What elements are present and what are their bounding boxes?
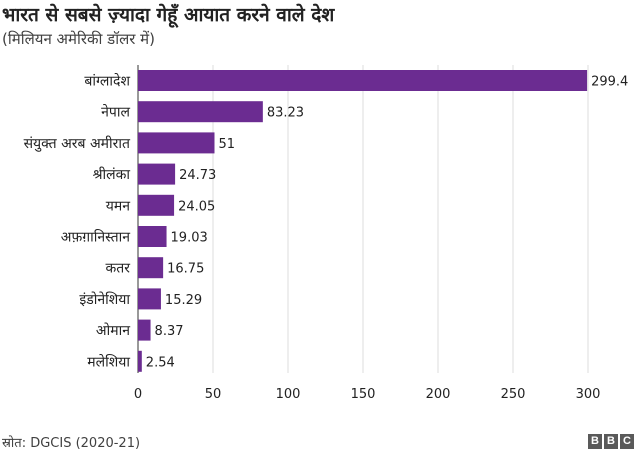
source-note: स्रोत: DGCIS (2020-21) (2, 436, 141, 451)
logo-letter: B (588, 434, 602, 449)
value-label: 83.23 (267, 106, 304, 121)
value-label: 15.29 (165, 293, 202, 308)
value-label: 24.73 (179, 168, 216, 183)
bar (138, 101, 263, 123)
bar-chart: 0 50 100 150 200 250 300 बांग्लादेश 299.4 नेपाल 83… (24, 65, 629, 403)
bar (138, 132, 215, 154)
value-label: 16.75 (167, 262, 204, 277)
category-label: कतर (106, 261, 131, 277)
bar (138, 288, 161, 310)
x-tick-label: 250 (501, 387, 526, 402)
x-tick-label: 300 (576, 387, 601, 402)
chart-subtitle: (मिलियन अमेरिकी डॉलर में) (2, 30, 155, 48)
x-tick-label: 200 (426, 387, 451, 402)
bar (138, 350, 142, 372)
labels: 0 50 100 150 200 250 300 बांग्लादेश 299.4 नेपाल 83… (24, 73, 629, 403)
category-label: यमन (106, 198, 130, 214)
x-tick-label: 150 (351, 387, 376, 402)
bars (138, 70, 588, 372)
bar (138, 70, 588, 91)
category-label: श्रीलंका (93, 166, 131, 183)
x-tick-label: 0 (134, 387, 142, 402)
x-tick-label: 50 (205, 387, 222, 402)
value-label: 299.4 (591, 75, 628, 90)
category-label: इंडोनेशिया (79, 291, 130, 308)
category-label: ओमान (96, 322, 130, 339)
x-tick-label: 100 (276, 387, 301, 402)
chart-title: भारत से सबसे ज़्यादा गेहूँ आयात करने वाल… (2, 4, 335, 26)
category-label: बांग्लादेश (84, 73, 130, 90)
logo-letter: B (604, 434, 618, 449)
category-label: नेपाल (101, 104, 130, 121)
value-label: 24.05 (178, 199, 215, 214)
bar (138, 163, 176, 185)
bar (138, 257, 164, 279)
value-label: 2.54 (146, 355, 175, 370)
logo-letter: C (620, 434, 634, 449)
bbc-logo: B B C (588, 434, 634, 449)
category-label: संयुक्त अरब अमीरात (24, 135, 131, 152)
category-label: मलेशिया (87, 353, 130, 370)
value-label: 51 (219, 137, 236, 152)
category-label: अफ़ग़ानिस्तान (61, 229, 130, 246)
bar (138, 194, 175, 216)
value-label: 19.03 (171, 231, 208, 246)
value-label: 8.37 (155, 324, 184, 339)
bar (138, 226, 167, 247)
bar (138, 319, 151, 341)
